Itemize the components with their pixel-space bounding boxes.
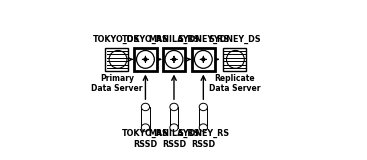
Text: SYDNEY_DS: SYDNEY_DS — [208, 35, 261, 44]
Ellipse shape — [199, 124, 207, 131]
Bar — [163, 48, 185, 71]
Circle shape — [109, 50, 127, 68]
Bar — [199, 107, 207, 128]
Ellipse shape — [170, 124, 178, 131]
Text: TOKYO_RS
RSSD: TOKYO_RS RSSD — [122, 129, 169, 149]
Bar — [134, 48, 157, 71]
Ellipse shape — [141, 103, 150, 111]
Ellipse shape — [141, 124, 150, 131]
Ellipse shape — [199, 103, 207, 111]
Bar — [170, 107, 178, 128]
Circle shape — [137, 50, 155, 68]
Text: Primary
Data Server: Primary Data Server — [91, 74, 143, 93]
Text: MANILA_RS
RSSD: MANILA_RS RSSD — [148, 129, 200, 149]
Bar — [141, 107, 150, 128]
Circle shape — [195, 50, 212, 68]
Bar — [105, 48, 128, 71]
Circle shape — [165, 50, 183, 68]
Text: SYDNEY_RS: SYDNEY_RS — [177, 35, 229, 44]
Text: SYDNEY_RS
RSSD: SYDNEY_RS RSSD — [177, 129, 229, 149]
Text: MANILA_RS: MANILA_RS — [148, 35, 200, 44]
Text: TOKYO_DS: TOKYO_DS — [93, 35, 141, 44]
Ellipse shape — [170, 103, 178, 111]
Bar — [192, 48, 215, 71]
Bar — [223, 48, 246, 71]
Circle shape — [226, 50, 244, 68]
Text: Replicate
Data Server: Replicate Data Server — [208, 74, 260, 93]
Text: TOKYO_RS: TOKYO_RS — [122, 35, 169, 44]
